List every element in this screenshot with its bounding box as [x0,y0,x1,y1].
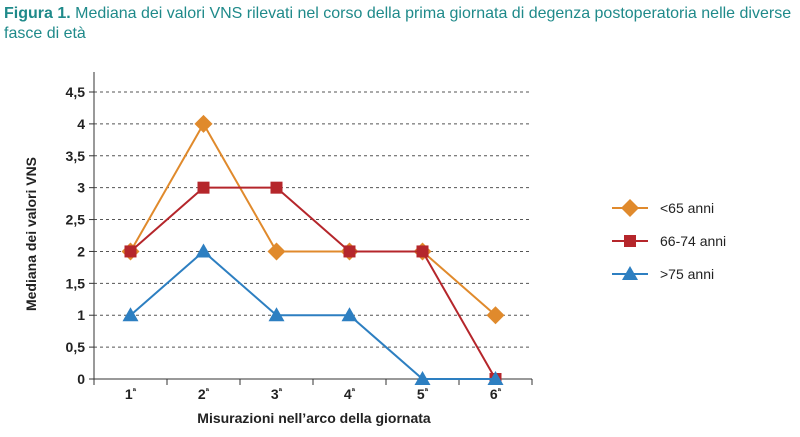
data-point [268,307,285,322]
legend-label: 66-74 anni [660,233,726,249]
data-point [197,181,210,194]
y-tick-label: 1,5 [66,275,86,291]
data-point [270,181,283,194]
data-point [416,245,429,258]
data-point [124,245,137,258]
y-tick-label: 4 [77,116,85,132]
legend-marker-triangle-icon [622,266,638,280]
y-tick-labels: 0 0,5 1 1,5 2 2,5 3 3,5 4 4,5 [66,84,86,387]
legend-marker-square-icon [624,235,636,247]
y-axis-label: Mediana dei valori VNS [23,157,39,311]
y-tick-label: 1 [77,307,85,323]
series-group [121,114,505,385]
series-line [129,186,497,380]
figure-caption-text: Mediana dei valori VNS rilevati nel cors… [4,5,792,42]
y-tick-label: 0,5 [66,339,86,355]
series-line [129,121,497,316]
y-tick-label: 3,5 [66,148,86,164]
x-axis-label: Misurazioni nell’arco della giornata [197,410,431,426]
legend-label: <65 anni [660,200,714,216]
x-tick-label: 1ª [125,386,137,402]
x-tick-label: 4ª [344,386,356,402]
x-tick-label: 2ª [198,386,210,402]
x-tick-label: 3ª [271,386,283,402]
data-point [487,371,504,385]
data-point [341,307,358,322]
y-tick-label: 0 [77,371,85,387]
y-tick-label: 4,5 [66,84,86,100]
y-tick-label: 2,5 [66,212,86,228]
x-tick-labels: 1ª 2ª 3ª 4ª 5ª 6ª [125,386,502,402]
data-point [122,307,139,322]
data-point [343,245,356,258]
data-point [194,114,213,133]
data-point [414,371,431,385]
legend: <65 anni 66-74 anni >75 anni [612,199,726,282]
y-tick-label: 2 [77,243,85,259]
legend-label: >75 anni [660,266,714,282]
data-point [267,242,286,261]
y-tick-label: 3 [77,180,85,196]
figure-label: Figura 1. [4,5,71,22]
data-point [486,306,505,325]
data-point [195,243,212,258]
figure-caption: Figura 1. Mediana dei valori VNS rilevat… [4,4,794,44]
x-tick-label: 6ª [490,386,502,402]
legend-marker-diamond-icon [621,199,639,217]
series-line [129,250,496,380]
x-tick-label: 5ª [417,386,429,402]
